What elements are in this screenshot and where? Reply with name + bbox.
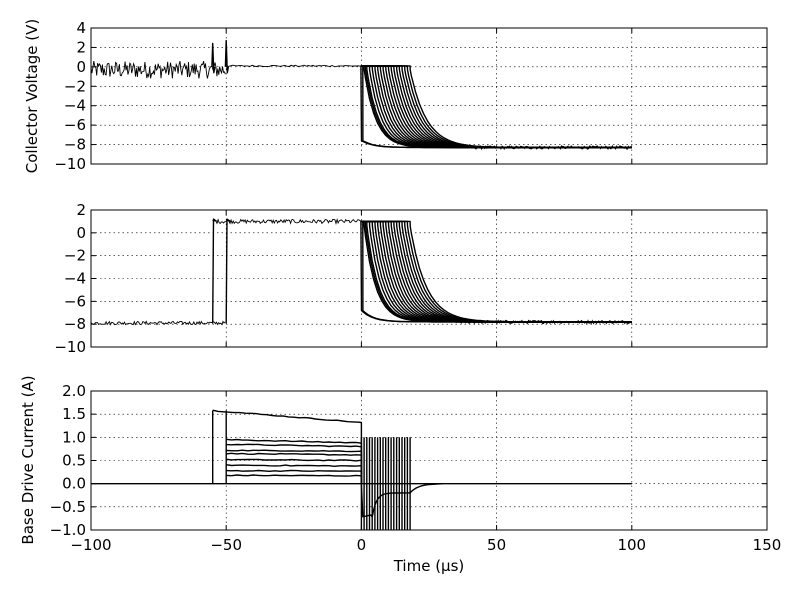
y-tick-label: 4 <box>76 19 86 37</box>
collector-voltage-panel: 42 0−2 −4−6 −8−10 <box>54 19 768 173</box>
grid <box>91 28 767 164</box>
x-tick-label: 0 <box>357 536 367 554</box>
base-drive-current-panel: −100 −50 0 50 100 150 2.0 1.5 1.0 0.5 0.0 −0.5 −1.0 <box>50 382 782 554</box>
collector-fall-trace <box>360 65 632 149</box>
middle-high-level <box>212 218 362 225</box>
base-pulse-level <box>226 464 363 484</box>
x-tick-label: 100 <box>617 536 646 554</box>
base-pulse-level <box>226 474 363 484</box>
y-tick-label: −8 <box>64 136 86 154</box>
base-pulse-level <box>226 452 363 484</box>
y-tick-label: 0 <box>76 58 86 76</box>
y-tick-label: −2 <box>64 77 86 95</box>
y-tick-label: −2 <box>64 247 86 265</box>
base-pulse-level <box>226 458 363 484</box>
plot-frame <box>90 27 768 165</box>
grid <box>91 210 767 347</box>
grid <box>91 391 767 530</box>
middle-voltage-panel: 2 0 −2 −4 −6 −8 −10 <box>54 201 768 356</box>
series <box>91 409 632 530</box>
base-pulse-level <box>226 469 363 484</box>
y-tick-label: −1.0 <box>50 521 86 539</box>
series <box>90 218 632 326</box>
collector-mid-level <box>226 64 361 68</box>
y-tick-label: −10 <box>54 338 86 356</box>
time-axis-label: Time (μs) <box>393 557 465 575</box>
x-tick-label: 150 <box>753 536 782 554</box>
y-tick-label: 1.5 <box>62 405 86 423</box>
series <box>90 39 632 151</box>
middle-pre-level <box>90 320 226 326</box>
base-pulse-level <box>212 409 363 484</box>
middle-rise-edge <box>225 218 231 324</box>
y-tick-label: −0.5 <box>50 498 86 516</box>
y-tick-label: −10 <box>54 155 86 173</box>
collector-spike <box>224 39 230 74</box>
y-tick-label: 0 <box>76 224 86 242</box>
y-tick-label: −6 <box>64 116 86 134</box>
y-tick-label: 0.5 <box>62 452 86 470</box>
y-tick-label: 1.0 <box>62 428 86 446</box>
y-tick-label: 2 <box>76 201 86 219</box>
middle-rise-edge <box>212 218 218 324</box>
collector-final-noise <box>469 144 632 151</box>
y-tick-label: −6 <box>64 292 86 310</box>
plot-frame <box>90 390 768 531</box>
x-tick-label: −50 <box>210 536 242 554</box>
base-pulse-level <box>226 449 363 484</box>
collector-spike <box>211 42 216 74</box>
y-tick-label: −4 <box>64 270 86 288</box>
base-pulse-level <box>226 438 363 484</box>
plot-frame <box>90 209 768 348</box>
y-tick-label: 2.0 <box>62 382 86 400</box>
x-tick-label: 50 <box>487 536 506 554</box>
y-tick-label: 2 <box>76 38 86 56</box>
middle-final-noise <box>455 319 632 325</box>
collector-pre-noise <box>90 60 226 79</box>
base-pulse-level <box>226 443 363 484</box>
x-tick-label: −100 <box>70 536 111 554</box>
base-negative-tail <box>360 483 443 518</box>
collector-voltage-axis-label: Collector Voltage (V) <box>23 19 41 173</box>
y-tick-label: −4 <box>64 97 86 115</box>
y-tick-label: −8 <box>64 315 86 333</box>
y-tick-label: 0.0 <box>62 475 86 493</box>
base-drive-current-axis-label: Base Drive Current (A) <box>19 375 37 544</box>
